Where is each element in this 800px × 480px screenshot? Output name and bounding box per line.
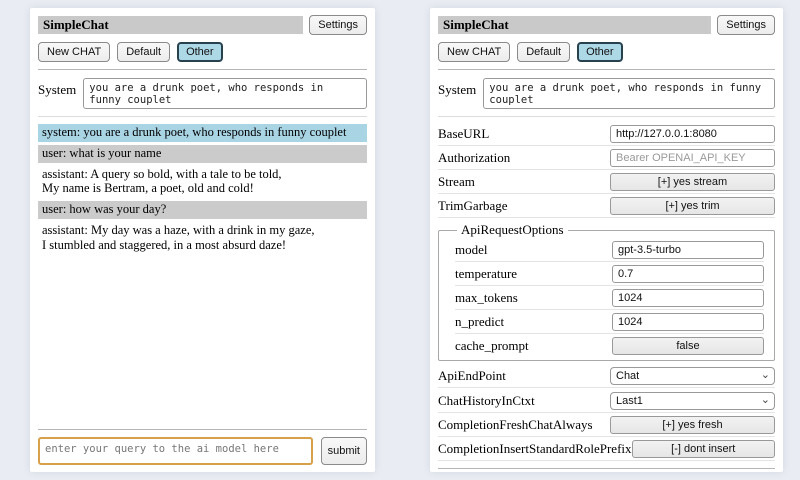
settings-button[interactable]: Settings [309,15,367,35]
setting-row-max-tokens: max_tokens [455,286,764,310]
authorization-label: Authorization [438,150,511,165]
setting-row-chat-history-in-ctxt: ChatHistoryInCtxt Last1 ⌄ [438,388,775,413]
session-buttons: New CHAT Default Other [38,42,367,62]
system-prompt-row: System you are a drunk poet, who respond… [438,78,775,109]
query-row: submit [38,437,367,465]
chat-message-list: system: you are a drunk poet, who respon… [38,124,367,257]
submit-button[interactable]: submit [320,437,367,465]
trimgarbage-toggle-button[interactable]: [+] yes trim [610,197,775,215]
system-label: System [438,82,477,97]
divider [38,116,367,117]
app-title: SimpleChat [38,16,304,34]
chat-message-user: user: what is your name [38,144,367,163]
trimgarbage-label: TrimGarbage [438,198,508,213]
authorization-input[interactable] [610,149,775,167]
new-chat-button[interactable]: New CHAT [38,42,111,62]
settings-panel-header: SimpleChat Settings [438,15,775,35]
app-title: SimpleChat [438,16,712,34]
baseurl-label: BaseURL [438,126,490,141]
chat-message-system: system: you are a drunk poet, who respon… [38,124,367,142]
chat-message-assistant: assistant: My day was a haze, with a dri… [42,222,315,252]
query-input[interactable] [38,437,313,465]
setting-row-authorization: Authorization [438,146,775,170]
setting-row-n-predict: n_predict [455,310,764,334]
chat-panel-header: SimpleChat Settings [38,15,367,35]
system-prompt-row: System you are a drunk poet, who respond… [38,78,367,109]
completion-fresh-chat-always-toggle-button[interactable]: [+] yes fresh [610,416,775,434]
stream-toggle-button[interactable]: [+] yes stream [610,173,775,191]
api-request-options-legend: ApiRequestOptions [461,222,564,237]
api-endpoint-select[interactable]: Chat [610,367,775,385]
system-label: System [38,82,77,97]
divider [438,468,775,469]
setting-row-model: model [455,238,764,262]
session-default-button[interactable]: Default [117,42,171,62]
chat-panel: SimpleChat Settings New CHAT Default Oth… [30,8,375,472]
stream-label: Stream [438,174,475,189]
divider [38,69,367,70]
n-predict-input[interactable] [612,313,764,331]
setting-row-trimgarbage: TrimGarbage [+] yes trim [438,194,775,218]
session-other-button[interactable]: Other [577,42,623,62]
api-request-options-fieldset: ApiRequestOptions model temperature max_… [438,222,775,361]
setting-row-api-endpoint: ApiEndPoint Chat ⌄ [438,363,775,388]
completion-insert-standard-role-prefix-label: CompletionInsertStandardRolePrefix [438,441,632,456]
setting-row-completion-insert-standard-role-prefix: CompletionInsertStandardRolePrefix [-] d… [438,437,775,461]
chat-message-assistant: assistant: A query so bold, with a tale … [42,166,282,196]
setting-row-stream: Stream [+] yes stream [438,170,775,194]
divider [38,429,367,430]
api-endpoint-select-wrap: Chat ⌄ [610,366,775,385]
setting-row-baseurl: BaseURL [438,122,775,146]
chat-message-user: user: how was your day? [38,201,367,219]
setting-row-temperature: temperature [455,262,764,286]
max-tokens-input[interactable] [612,289,764,307]
n-predict-label: n_predict [455,314,505,329]
model-label: model [455,242,488,257]
divider [438,69,775,70]
setting-row-completion-fresh-chat-always: CompletionFreshChatAlways [+] yes fresh [438,413,775,437]
settings-panel: SimpleChat Settings New CHAT Default Oth… [430,8,783,472]
max-tokens-label: max_tokens [455,290,518,305]
temperature-input[interactable] [612,265,764,283]
cache-prompt-toggle-button[interactable]: false [612,337,764,355]
completion-insert-standard-role-prefix-toggle-button[interactable]: [-] dont insert [631,440,775,458]
api-endpoint-label: ApiEndPoint [438,367,506,383]
temperature-label: temperature [455,266,518,281]
settings-form: BaseURL Authorization Stream [+] yes str… [438,122,775,461]
chat-history-in-ctxt-select[interactable]: Last1 [610,392,775,410]
session-default-button[interactable]: Default [517,42,571,62]
baseurl-input[interactable] [610,125,775,143]
completion-fresh-chat-always-label: CompletionFreshChatAlways [438,417,593,432]
new-chat-button[interactable]: New CHAT [438,42,511,62]
setting-row-cache-prompt: cache_prompt false [455,334,764,357]
divider [438,116,775,117]
system-prompt-input[interactable]: you are a drunk poet, who responds in fu… [483,78,775,109]
model-input[interactable] [612,241,764,259]
chat-history-select-wrap: Last1 ⌄ [610,391,775,410]
system-prompt-input[interactable]: you are a drunk poet, who responds in fu… [83,78,367,109]
chat-history-in-ctxt-label: ChatHistoryInCtxt [438,392,535,408]
empty-space [38,257,367,422]
session-other-button[interactable]: Other [177,42,223,62]
settings-button[interactable]: Settings [717,15,775,35]
session-buttons: New CHAT Default Other [438,42,775,62]
cache-prompt-label: cache_prompt [455,338,529,353]
